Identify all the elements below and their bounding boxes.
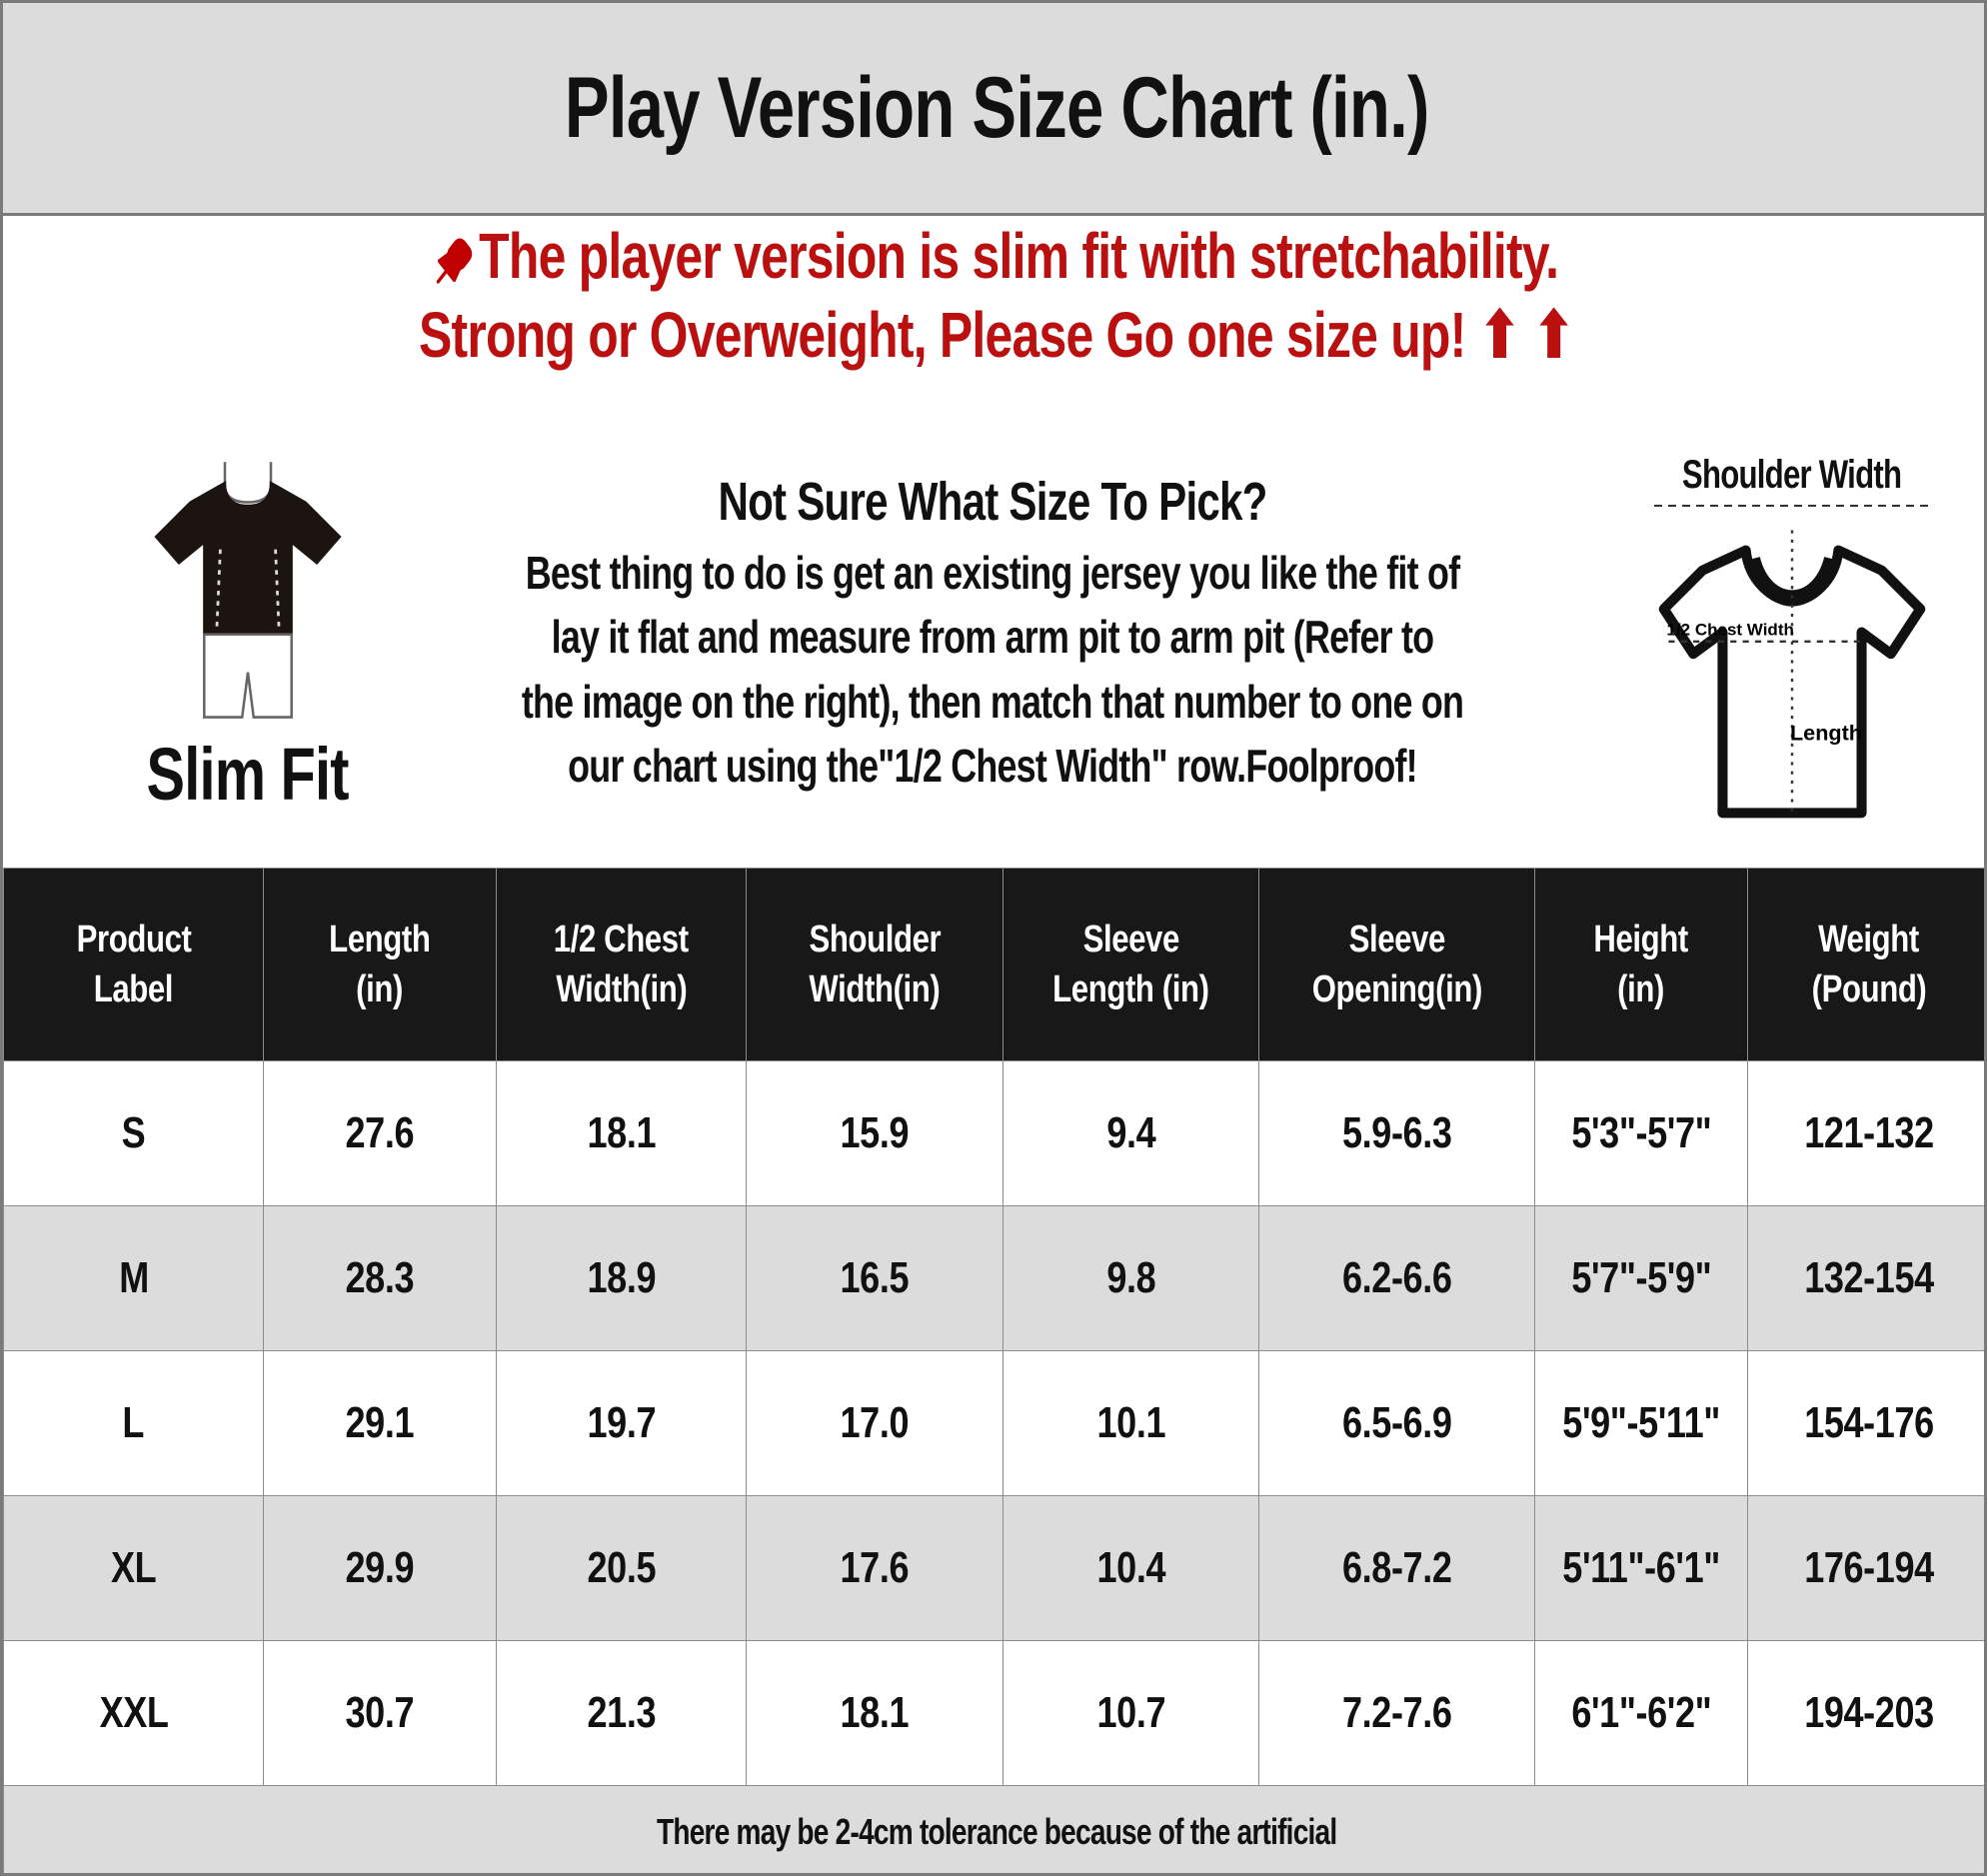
svg-text:Length: Length	[1790, 721, 1862, 746]
svg-text:1/2 Chest Width: 1/2 Chest Width	[1667, 621, 1794, 640]
